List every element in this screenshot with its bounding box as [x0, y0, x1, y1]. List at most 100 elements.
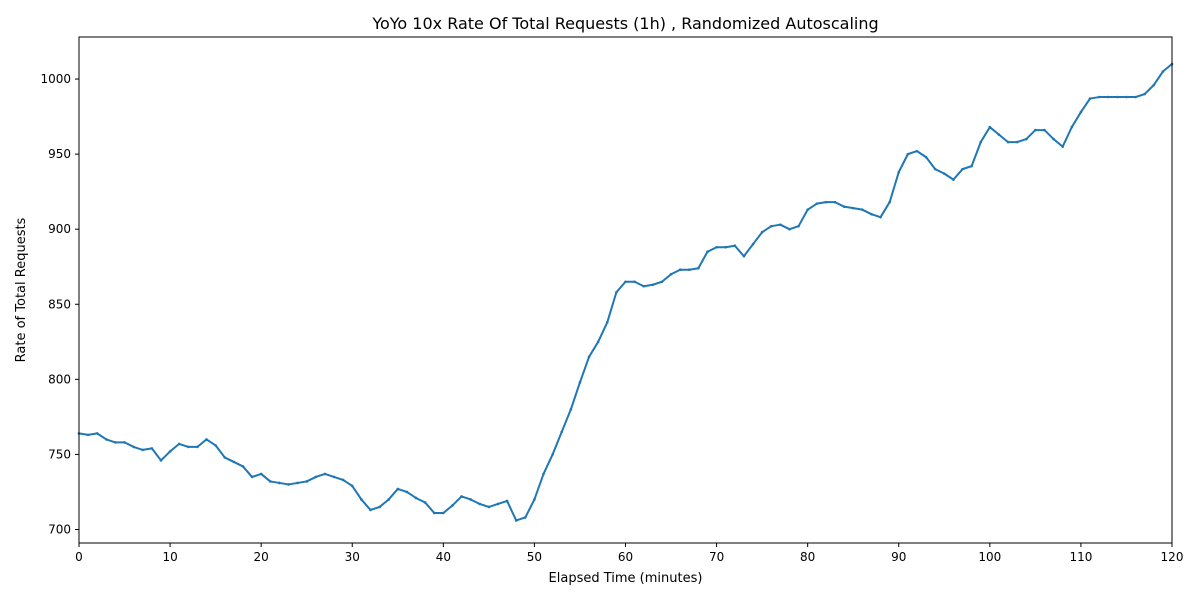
- y-tick-label: 900: [48, 222, 71, 236]
- x-tick-label: 30: [345, 550, 360, 564]
- data-point: [487, 505, 491, 509]
- chart-title: YoYo 10x Rate Of Total Requests (1h) , R…: [371, 14, 878, 33]
- data-point: [1143, 92, 1146, 96]
- x-tick-label: 10: [162, 550, 177, 564]
- data-point: [1152, 83, 1156, 87]
- data-point: [287, 483, 290, 486]
- data-point: [250, 475, 254, 479]
- data-point: [1088, 97, 1092, 100]
- data-point: [1034, 128, 1037, 132]
- data-point: [687, 268, 691, 272]
- data-point: [924, 155, 928, 159]
- data-point: [432, 511, 436, 515]
- data-point: [815, 202, 819, 205]
- data-point: [114, 441, 117, 444]
- data-point: [1070, 125, 1074, 129]
- data-point: [760, 230, 764, 234]
- x-tick-label: 60: [618, 550, 633, 564]
- data-point: [314, 475, 318, 479]
- y-tick-label: 850: [48, 297, 71, 311]
- x-tick-label: 40: [436, 550, 451, 564]
- x-tick-label: 80: [800, 550, 815, 564]
- data-point: [806, 208, 809, 211]
- x-tick-label: 110: [1069, 550, 1092, 564]
- data-point: [833, 200, 837, 204]
- data-point: [423, 501, 427, 504]
- data-point: [123, 441, 126, 444]
- data-point: [542, 472, 545, 476]
- data-point: [642, 284, 646, 288]
- data-point: [387, 498, 390, 501]
- x-tick-label: 100: [978, 550, 1001, 564]
- y-tick-label: 950: [48, 147, 71, 161]
- data-point: [414, 496, 418, 500]
- data-point: [1052, 137, 1055, 141]
- data-point: [469, 498, 472, 501]
- y-tick-label: 1000: [40, 72, 71, 86]
- data-point: [378, 505, 381, 509]
- data-point: [369, 508, 372, 512]
- data-point: [979, 140, 983, 144]
- data-point: [706, 250, 709, 254]
- data-point: [569, 408, 573, 411]
- plot-area: [77, 36, 1174, 544]
- series-layer: [77, 62, 1174, 522]
- data-point: [1061, 145, 1064, 148]
- data-point: [915, 149, 919, 153]
- data-point: [651, 283, 655, 287]
- data-point: [95, 432, 99, 435]
- y-axis-label: Rate of Total Requests: [14, 217, 29, 362]
- data-point: [223, 456, 227, 459]
- data-point: [177, 442, 181, 446]
- data-point: [560, 430, 564, 434]
- data-point: [660, 280, 664, 284]
- data-point: [942, 172, 946, 175]
- data-point: [624, 280, 627, 284]
- data-point: [196, 445, 199, 449]
- data-point: [296, 481, 299, 485]
- data-point: [733, 244, 737, 248]
- data-point: [259, 472, 263, 476]
- data-point: [214, 444, 217, 447]
- data-point: [633, 280, 636, 284]
- x-tick-label: 90: [891, 550, 906, 564]
- data-point: [132, 445, 135, 449]
- data-point: [405, 490, 409, 494]
- data-point: [524, 516, 527, 519]
- data-point: [341, 478, 345, 482]
- data-point: [851, 206, 855, 210]
- x-tick-label: 120: [1161, 550, 1184, 564]
- data-point: [360, 498, 363, 501]
- data-point: [933, 167, 937, 171]
- data-point: [350, 484, 354, 488]
- data-point: [824, 200, 828, 204]
- data-point: [278, 481, 281, 485]
- data-point: [906, 152, 910, 156]
- data-point: [1134, 95, 1137, 99]
- data-point: [1006, 140, 1010, 144]
- data-point: [150, 447, 154, 450]
- data-point: [715, 245, 718, 249]
- data-point: [888, 200, 891, 204]
- data-point: [788, 227, 791, 231]
- x-axis-ticks: 0 10 20 30 40 50 60 70 80 90 100 110 120: [75, 543, 1183, 564]
- data-point: [997, 133, 1001, 136]
- data-point: [1161, 70, 1165, 73]
- data-point: [496, 502, 500, 506]
- data-point: [879, 215, 882, 219]
- data-point: [241, 465, 245, 468]
- data-point: [769, 224, 773, 228]
- data-point: [1015, 140, 1019, 144]
- data-point: [1106, 95, 1110, 99]
- x-tick-label: 70: [709, 550, 724, 564]
- data-point: [168, 450, 172, 453]
- data-point: [669, 272, 673, 276]
- data-point: [141, 448, 145, 452]
- data-point: [478, 502, 482, 506]
- data-point: [842, 205, 846, 208]
- data-point: [505, 499, 509, 503]
- data-point: [514, 519, 518, 522]
- data-point: [724, 245, 727, 249]
